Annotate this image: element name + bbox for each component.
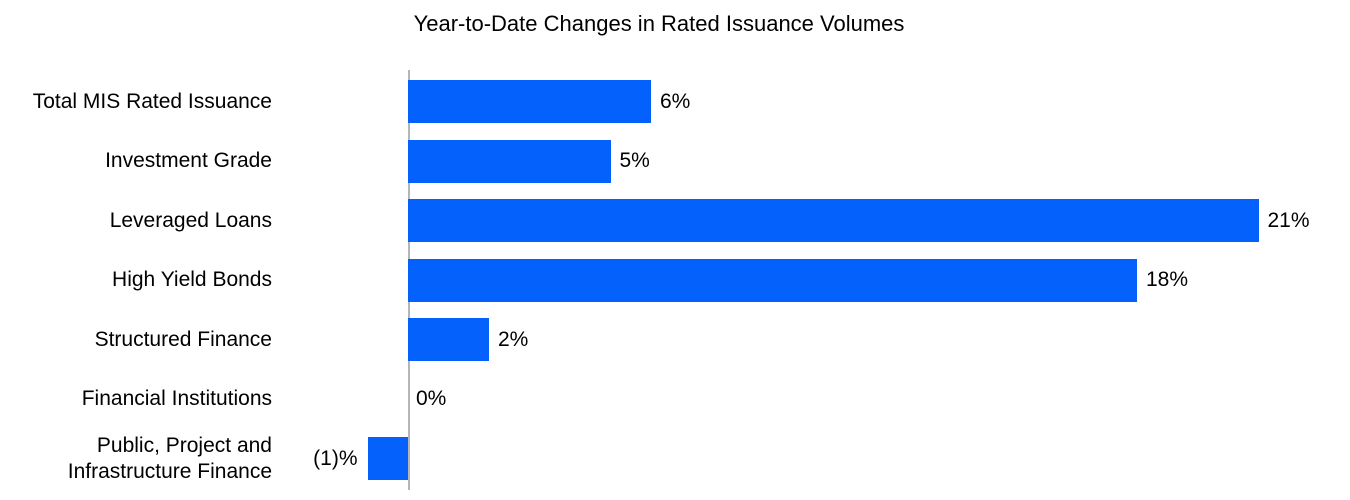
bar xyxy=(408,318,489,361)
category-label: Total MIS Rated Issuance xyxy=(32,89,272,113)
value-label: 0% xyxy=(416,387,447,410)
category-label: Structured Finance xyxy=(94,327,272,351)
bar xyxy=(408,199,1259,242)
value-label: 2% xyxy=(498,327,529,351)
bar xyxy=(367,437,408,480)
value-label: 5% xyxy=(619,149,650,172)
category-label: Public, Project and Infrastructure Finan… xyxy=(67,433,272,483)
bar xyxy=(408,139,611,183)
category-label: Investment Grade xyxy=(105,149,272,172)
value-label: 18% xyxy=(1146,268,1189,291)
bar xyxy=(408,80,651,123)
bar xyxy=(408,258,1137,302)
category-label: Leveraged Loans xyxy=(109,208,272,232)
category-label: High Yield Bonds xyxy=(112,268,272,291)
value-label: 6% xyxy=(660,89,691,113)
value-label: (1)% xyxy=(313,446,358,470)
value-label: 21% xyxy=(1267,208,1310,232)
chart-title: Year-to-Date Changes in Rated Issuance V… xyxy=(413,11,905,36)
category-label: Financial Institutions xyxy=(81,387,272,410)
